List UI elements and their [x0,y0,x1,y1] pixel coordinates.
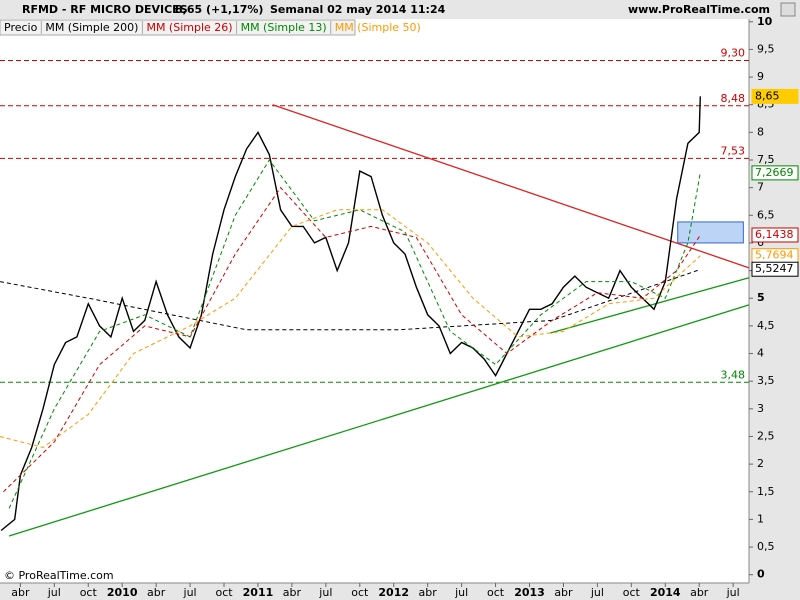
chart-period: Semanal 02 may 2014 11:24 [270,3,446,16]
y-tick-label: 0 [757,568,765,581]
marker-box [751,165,799,181]
marker-box [751,227,799,243]
y-tick-label: 1,5 [757,485,775,498]
y-tick-label: 4,5 [757,319,775,332]
x-tick-label: abr [419,586,438,599]
x-tick-label: jul [47,586,61,599]
marker-label: 6,1438 [755,228,794,241]
y-tick-label: 7 [757,181,764,194]
level-label: 3,48 [721,368,746,381]
x-axis-bar [0,583,800,600]
x-tick-label: oct [487,586,505,599]
y-axis-bar [749,19,800,583]
close-button[interactable] [780,2,796,17]
y-tick-label: 5 [757,291,765,304]
header-bar [0,0,800,19]
x-tick-label: 2012 [378,586,409,599]
y-tick-label: 3 [757,402,764,415]
y-tick-label: 8 [757,125,764,138]
x-tick-label: 2010 [107,586,138,599]
legend-entry: MM (Simple 13) [241,21,327,34]
y-tick-label: 10 [757,15,773,28]
x-tick-label: abr [147,586,166,599]
x-tick-label: oct [80,586,98,599]
x-tick-label: 2013 [514,586,545,599]
x-tick-label: jul [726,586,740,599]
level-label: 9,30 [721,46,746,59]
x-tick-label: oct [623,586,641,599]
y-tick-label: 3,5 [757,374,775,387]
legend: Precio MM (Simple 200) MM (Simple 26) MM (S… [0,19,421,36]
y-tick-label: 7,5 [757,153,775,166]
zone [677,221,744,244]
marker-box [751,261,799,277]
trendline [272,104,750,269]
chart-title: RFMD - RF MICRO DEVICES [22,3,188,16]
marker-label: 7,2669 [755,166,794,179]
legend-entry: MM (Simple 50) [335,21,421,34]
y-tick-label: 0,5 [757,540,775,553]
y-tick-label: 9 [757,70,764,83]
marker-label: 8,65 [755,89,780,102]
series-line [3,186,701,493]
x-tick-label: jul [590,586,604,599]
y-tick-label: 6,5 [757,208,775,221]
x-tick-label: 2014 [650,586,681,599]
x-tick-label: oct [351,586,369,599]
x-tick-label: abr [554,586,573,599]
legend-entry: MM (Simple 26) [146,21,232,34]
y-tick-label: 4 [757,347,764,360]
legend-entry: Precio [4,21,38,34]
x-tick-label: jul [183,586,197,599]
x-tick-label: oct [215,586,233,599]
marker-box [751,88,799,104]
series-line [0,96,701,532]
y-tick-label: 2,5 [757,429,775,442]
x-tick-label: abr [690,586,709,599]
site: www.ProRealTime.com [628,3,770,16]
x-tick-label: abr [11,586,30,599]
y-tick-label: 9,5 [757,42,775,55]
series-line [0,209,701,449]
legend-bg [0,19,356,36]
chart-subtitle: 8,65 (+1,17%) [175,3,263,16]
level-label: 8,48 [721,92,746,105]
footer: © ProRealTime.com [4,569,114,582]
x-tick-label: jul [318,586,332,599]
marker-label: 5,7694 [755,249,794,262]
x-tick-label: 2011 [243,586,274,599]
trendline [8,304,750,537]
level-label: 7,53 [721,144,746,157]
y-tick-label: 1 [757,512,764,525]
series-line [0,269,701,331]
series-line [8,159,701,509]
marker-label: 5,5247 [755,262,794,275]
y-tick-label: 2 [757,457,764,470]
legend-entry: MM (Simple 200) [45,21,138,34]
x-tick-label: abr [283,586,302,599]
x-tick-label: jul [454,586,468,599]
